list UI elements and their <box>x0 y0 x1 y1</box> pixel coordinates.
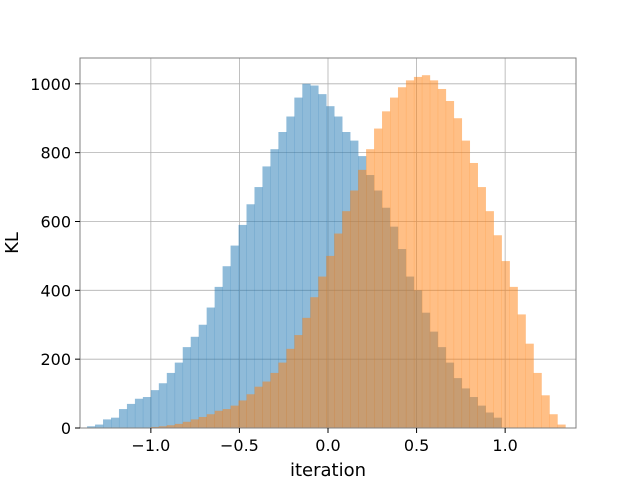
histogram-bar-series-1 <box>142 397 152 428</box>
histogram-bars <box>87 75 566 429</box>
histogram-bar-series-2 <box>469 162 478 428</box>
y-tick-label: 400 <box>40 281 71 300</box>
histogram-bar-series-2 <box>302 317 311 428</box>
histogram-bar-series-2 <box>326 255 335 428</box>
histogram-bar-series-2 <box>214 410 223 428</box>
histogram-bar-series-2 <box>509 286 518 428</box>
histogram-bar-series-2 <box>230 405 239 428</box>
histogram-bar-series-1 <box>126 403 136 428</box>
y-tick-label: 1000 <box>30 75 71 94</box>
histogram-bar-series-2 <box>485 211 494 428</box>
histogram-bar-series-1 <box>310 85 319 428</box>
histogram-bar-series-1 <box>206 307 215 428</box>
x-tick-label: −0.5 <box>220 436 259 455</box>
histogram-bar-series-2 <box>421 75 431 429</box>
histogram-bar-series-2 <box>453 118 463 429</box>
histogram-bar-series-2 <box>493 235 502 428</box>
histogram-bar-series-2 <box>358 169 367 428</box>
histogram-bar-series-2 <box>222 409 231 428</box>
histogram-bar-series-2 <box>413 76 423 428</box>
histogram-bar-series-2 <box>557 424 566 428</box>
histogram-bar-series-1 <box>158 383 168 428</box>
histogram-bar-series-1 <box>111 417 120 428</box>
histogram-bar-series-2 <box>206 414 215 428</box>
x-axis-label: iteration <box>290 460 366 480</box>
histogram-bar-series-2 <box>390 97 399 429</box>
histogram-bar-series-1 <box>318 94 327 429</box>
histogram-bar-series-1 <box>118 409 128 428</box>
histogram-bar-series-1 <box>246 204 255 428</box>
histogram-bar-series-1 <box>166 372 176 428</box>
histogram-bar-series-2 <box>150 426 160 428</box>
histogram-bar-series-2 <box>350 190 359 428</box>
histogram-bar-series-1 <box>254 187 263 428</box>
histogram-bar-series-2 <box>445 101 455 428</box>
histogram-bar-series-2 <box>549 414 558 428</box>
x-axis-ticks: −1.0 −0.5 0.0 0.5 1.0 <box>131 428 518 455</box>
y-axis-label: KL <box>2 232 23 254</box>
histogram-bar-series-2 <box>190 419 199 428</box>
histogram-bar-series-2 <box>286 348 295 428</box>
histogram-bar-series-1 <box>270 149 279 429</box>
histogram-bar-series-1 <box>198 324 207 428</box>
histogram-bar-series-2 <box>366 149 375 429</box>
histogram-bar-series-2 <box>254 386 263 428</box>
histogram-bar-series-1 <box>230 245 239 428</box>
histogram-bar-series-2 <box>310 297 319 428</box>
histogram-bar-series-1 <box>190 336 199 428</box>
histogram-bar-series-2 <box>477 187 486 428</box>
histogram-bar-series-2 <box>262 381 271 428</box>
histogram-bar-series-2 <box>342 211 351 428</box>
histogram-bar-series-2 <box>246 394 255 428</box>
histogram-bar-series-2 <box>397 87 407 429</box>
histogram-bar-series-2 <box>158 426 168 428</box>
histogram-bar-series-2 <box>318 276 327 428</box>
histogram-bar-series-1 <box>87 426 96 428</box>
x-tick-label: 1.0 <box>492 436 517 455</box>
x-tick-label: 0.0 <box>315 436 340 455</box>
histogram-bar-series-2 <box>501 261 510 428</box>
histogram-bar-series-1 <box>222 266 231 428</box>
x-tick-label: 0.5 <box>404 436 429 455</box>
histogram-bar-series-1 <box>238 224 247 428</box>
histogram-bar-series-2 <box>437 88 447 428</box>
histogram-bar-series-2 <box>517 314 526 428</box>
histogram-bar-series-2 <box>541 395 550 428</box>
histogram-bar-series-2 <box>334 233 343 428</box>
histogram-bar-series-1 <box>134 398 144 428</box>
histogram-bar-series-1 <box>278 132 287 428</box>
histogram-bar-series-2 <box>429 80 439 428</box>
histogram-bar-series-1 <box>302 83 311 428</box>
x-tick-label: −1.0 <box>131 436 170 455</box>
histogram-bar-series-1 <box>150 390 160 428</box>
histogram-bar-series-1 <box>182 347 192 428</box>
histogram-bar-series-1 <box>95 424 104 428</box>
histogram-bar-series-1 <box>214 286 223 428</box>
histogram-bar-series-1 <box>294 97 303 429</box>
y-axis-ticks: 0 200 400 600 800 1000 <box>30 75 80 438</box>
histogram-bar-series-2 <box>374 128 383 428</box>
histogram-bar-series-1 <box>286 116 295 428</box>
histogram-bar-series-2 <box>182 421 192 428</box>
histogram-bar-series-2 <box>278 362 287 428</box>
y-tick-label: 200 <box>40 350 71 369</box>
histogram-bar-series-1 <box>174 362 184 428</box>
histogram-bar-series-2 <box>382 111 391 428</box>
histogram-bar-series-2 <box>294 335 303 428</box>
histogram-bar-series-2 <box>461 140 471 428</box>
histogram-bar-series-2 <box>166 425 176 428</box>
histogram-bar-series-2 <box>238 400 247 428</box>
histogram-bar-series-2 <box>174 423 184 428</box>
histogram-bar-series-2 <box>405 80 415 428</box>
y-tick-label: 0 <box>61 419 71 438</box>
histogram-bar-series-2 <box>525 343 534 428</box>
y-tick-label: 600 <box>40 212 71 231</box>
histogram-bar-series-1 <box>262 166 271 428</box>
y-tick-label: 800 <box>40 144 71 163</box>
histogram-bar-series-1 <box>103 419 112 428</box>
histogram-bar-series-2 <box>533 372 542 428</box>
histogram-bar-series-2 <box>198 416 207 428</box>
histogram-bar-series-2 <box>270 372 279 428</box>
